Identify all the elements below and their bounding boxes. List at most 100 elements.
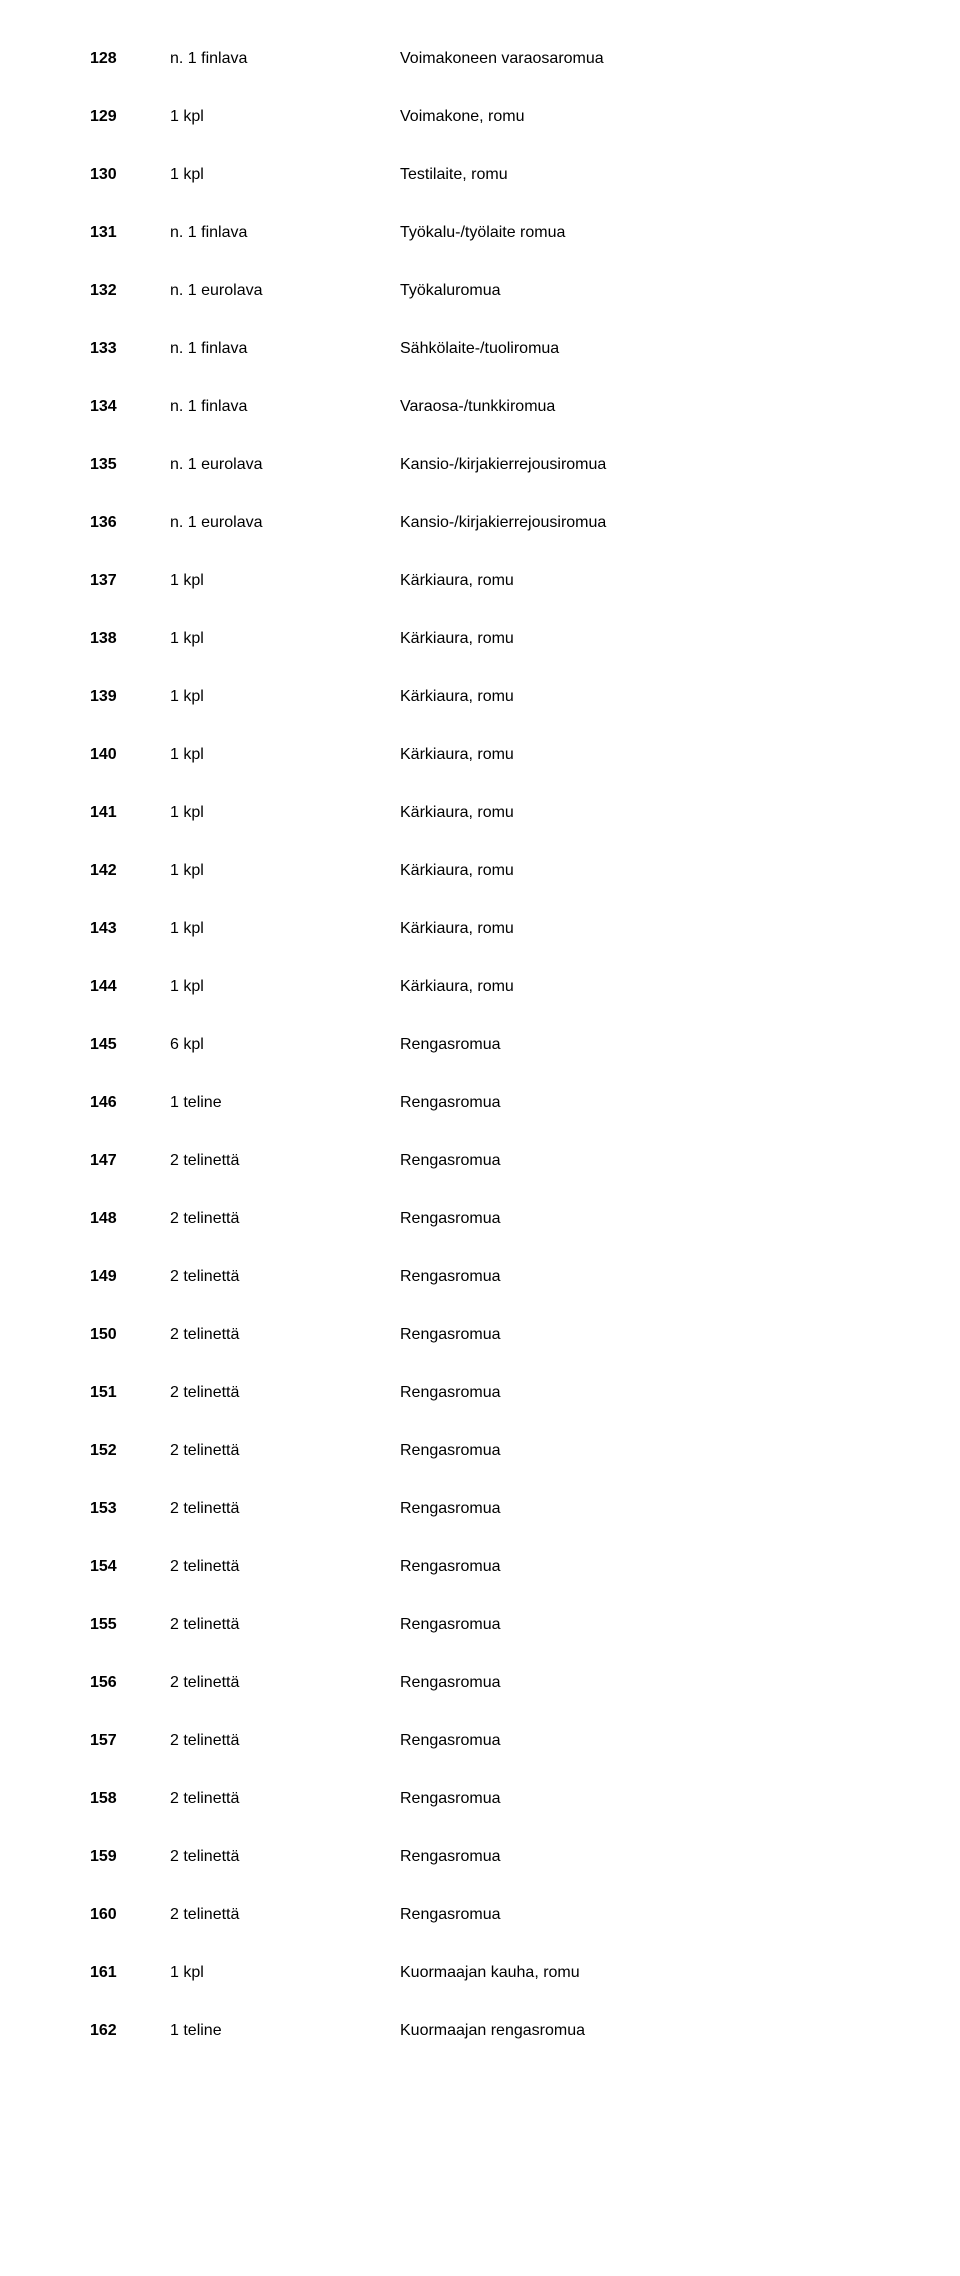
list-row: 1456 kplRengasromua bbox=[90, 1016, 900, 1074]
row-quantity: 2 telinettä bbox=[170, 1906, 400, 1924]
row-id: 143 bbox=[90, 920, 170, 938]
row-description: Rengasromua bbox=[400, 1384, 900, 1402]
row-id: 146 bbox=[90, 1094, 170, 1112]
row-quantity: 1 kpl bbox=[170, 1964, 400, 1982]
list-row: 1602 telinettäRengasromua bbox=[90, 1886, 900, 1944]
row-description: Kärkiaura, romu bbox=[400, 804, 900, 822]
row-description: Kärkiaura, romu bbox=[400, 688, 900, 706]
row-id: 138 bbox=[90, 630, 170, 648]
list-row: 134n. 1 finlavaVaraosa-/tunkkiromua bbox=[90, 378, 900, 436]
list-row: 1301 kplTestilaite, romu bbox=[90, 146, 900, 204]
row-description: Rengasromua bbox=[400, 1906, 900, 1924]
list-row: 1621 telineKuormaajan rengasromua bbox=[90, 2002, 900, 2060]
row-quantity: 1 kpl bbox=[170, 630, 400, 648]
row-description: Rengasromua bbox=[400, 1674, 900, 1692]
row-description: Kärkiaura, romu bbox=[400, 630, 900, 648]
row-description: Rengasromua bbox=[400, 1848, 900, 1866]
list-row: 136n. 1 eurolavaKansio-/kirjakierrejousi… bbox=[90, 494, 900, 552]
row-quantity: 2 telinettä bbox=[170, 1500, 400, 1518]
row-id: 152 bbox=[90, 1442, 170, 1460]
row-id: 156 bbox=[90, 1674, 170, 1692]
list-row: 1411 kplKärkiaura, romu bbox=[90, 784, 900, 842]
row-description: Varaosa-/tunkkiromua bbox=[400, 398, 900, 416]
row-id: 149 bbox=[90, 1268, 170, 1286]
list-row: 1512 telinettäRengasromua bbox=[90, 1364, 900, 1422]
row-quantity: n. 1 eurolava bbox=[170, 514, 400, 532]
list-row: 1522 telinettäRengasromua bbox=[90, 1422, 900, 1480]
row-quantity: 2 telinettä bbox=[170, 1848, 400, 1866]
row-id: 158 bbox=[90, 1790, 170, 1808]
row-quantity: 1 kpl bbox=[170, 108, 400, 126]
row-quantity: 1 kpl bbox=[170, 572, 400, 590]
row-id: 162 bbox=[90, 2022, 170, 2040]
row-quantity: 1 teline bbox=[170, 2022, 400, 2040]
row-description: Kuormaajan kauha, romu bbox=[400, 1964, 900, 1982]
inventory-list: 128n. 1 finlavaVoimakoneen varaosaromua1… bbox=[0, 0, 960, 2090]
row-quantity: n. 1 finlava bbox=[170, 340, 400, 358]
row-quantity: 2 telinettä bbox=[170, 1790, 400, 1808]
row-description: Rengasromua bbox=[400, 1210, 900, 1228]
row-quantity: 2 telinettä bbox=[170, 1616, 400, 1634]
row-id: 148 bbox=[90, 1210, 170, 1228]
row-quantity: 2 telinettä bbox=[170, 1326, 400, 1344]
list-row: 131n. 1 finlavaTyökalu-/työlaite romua bbox=[90, 204, 900, 262]
row-description: Kärkiaura, romu bbox=[400, 920, 900, 938]
list-row: 1532 telinettäRengasromua bbox=[90, 1480, 900, 1538]
list-row: 1611 kplKuormaajan kauha, romu bbox=[90, 1944, 900, 2002]
list-row: 1391 kplKärkiaura, romu bbox=[90, 668, 900, 726]
list-row: 1542 telinettäRengasromua bbox=[90, 1538, 900, 1596]
list-row: 135n. 1 eurolavaKansio-/kirjakierrejousi… bbox=[90, 436, 900, 494]
list-row: 1401 kplKärkiaura, romu bbox=[90, 726, 900, 784]
row-quantity: 2 telinettä bbox=[170, 1674, 400, 1692]
row-quantity: n. 1 finlava bbox=[170, 224, 400, 242]
row-id: 154 bbox=[90, 1558, 170, 1576]
row-quantity: 1 kpl bbox=[170, 978, 400, 996]
row-quantity: 1 kpl bbox=[170, 920, 400, 938]
row-quantity: 1 kpl bbox=[170, 166, 400, 184]
row-id: 140 bbox=[90, 746, 170, 764]
list-row: 1502 telinettäRengasromua bbox=[90, 1306, 900, 1364]
row-id: 159 bbox=[90, 1848, 170, 1866]
row-id: 157 bbox=[90, 1732, 170, 1750]
list-row: 1461 telineRengasromua bbox=[90, 1074, 900, 1132]
row-description: Kärkiaura, romu bbox=[400, 746, 900, 764]
row-id: 160 bbox=[90, 1906, 170, 1924]
row-description: Rengasromua bbox=[400, 1268, 900, 1286]
row-id: 161 bbox=[90, 1964, 170, 1982]
row-id: 150 bbox=[90, 1326, 170, 1344]
row-description: Rengasromua bbox=[400, 1790, 900, 1808]
list-row: 1562 telinettäRengasromua bbox=[90, 1654, 900, 1712]
row-quantity: 2 telinettä bbox=[170, 1558, 400, 1576]
list-row: 1572 telinettäRengasromua bbox=[90, 1712, 900, 1770]
row-id: 135 bbox=[90, 456, 170, 474]
row-quantity: 2 telinettä bbox=[170, 1210, 400, 1228]
list-row: 1381 kplKärkiaura, romu bbox=[90, 610, 900, 668]
row-id: 133 bbox=[90, 340, 170, 358]
row-description: Kärkiaura, romu bbox=[400, 862, 900, 880]
list-row: 1441 kplKärkiaura, romu bbox=[90, 958, 900, 1016]
row-quantity: 2 telinettä bbox=[170, 1732, 400, 1750]
list-row: 128n. 1 finlavaVoimakoneen varaosaromua bbox=[90, 30, 900, 88]
row-description: Kuormaajan rengasromua bbox=[400, 2022, 900, 2040]
row-quantity: 1 kpl bbox=[170, 746, 400, 764]
row-id: 144 bbox=[90, 978, 170, 996]
list-row: 1582 telinettäRengasromua bbox=[90, 1770, 900, 1828]
row-quantity: 2 telinettä bbox=[170, 1152, 400, 1170]
row-quantity: 2 telinettä bbox=[170, 1268, 400, 1286]
row-description: Voimakoneen varaosaromua bbox=[400, 50, 900, 68]
list-row: 1291 kplVoimakone, romu bbox=[90, 88, 900, 146]
row-description: Rengasromua bbox=[400, 1500, 900, 1518]
row-id: 141 bbox=[90, 804, 170, 822]
row-quantity: n. 1 eurolava bbox=[170, 282, 400, 300]
row-id: 131 bbox=[90, 224, 170, 242]
row-description: Rengasromua bbox=[400, 1036, 900, 1054]
row-description: Kansio-/kirjakierrejousiromua bbox=[400, 514, 900, 532]
row-id: 153 bbox=[90, 1500, 170, 1518]
list-row: 1431 kplKärkiaura, romu bbox=[90, 900, 900, 958]
row-quantity: n. 1 eurolava bbox=[170, 456, 400, 474]
row-id: 151 bbox=[90, 1384, 170, 1402]
row-description: Rengasromua bbox=[400, 1558, 900, 1576]
list-row: 1371 kplKärkiaura, romu bbox=[90, 552, 900, 610]
list-row: 1421 kplKärkiaura, romu bbox=[90, 842, 900, 900]
list-row: 1492 telinettäRengasromua bbox=[90, 1248, 900, 1306]
